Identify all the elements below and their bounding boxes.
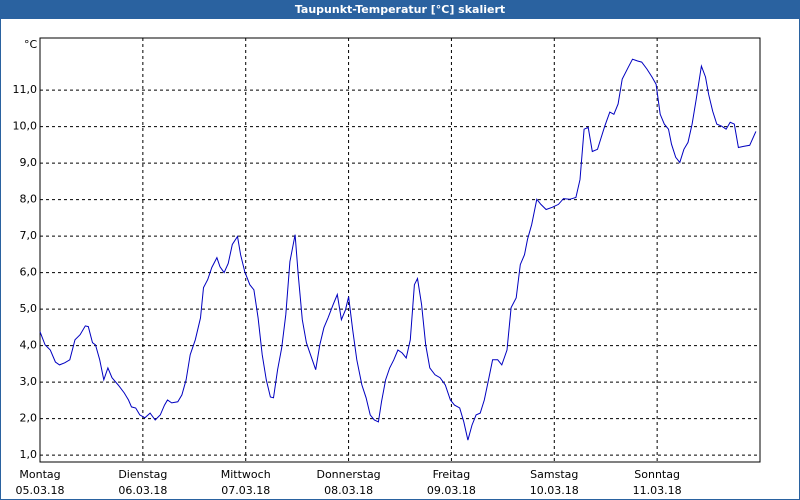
y-tick-label: 2,0 — [20, 412, 38, 425]
x-tick-label: Freitag — [433, 468, 471, 481]
x-tick-date: 08.03.18 — [324, 484, 373, 497]
y-tick-label: 11,0 — [13, 83, 38, 96]
y-tick-label: 4,0 — [20, 339, 38, 352]
plot-frame — [39, 37, 761, 463]
x-tick-label: Donnerstag — [316, 468, 380, 481]
x-tick-label: Dienstag — [118, 468, 167, 481]
x-tick-date: 05.03.18 — [16, 484, 65, 497]
y-tick-label: 5,0 — [20, 302, 38, 315]
y-tick-label: 8,0 — [20, 193, 38, 206]
y-tick-label: 6,0 — [20, 266, 38, 279]
y-axis-label: °C — [24, 38, 38, 51]
y-tick-label: 9,0 — [20, 156, 38, 169]
x-tick-label: Mittwoch — [221, 468, 271, 481]
y-tick-label: 7,0 — [20, 229, 38, 242]
x-tick-label: Samstag — [530, 468, 578, 481]
y-tick-label: 3,0 — [20, 375, 38, 388]
title-bar — [0, 0, 800, 19]
x-tick-date: 06.03.18 — [118, 484, 167, 497]
x-tick-date: 07.03.18 — [221, 484, 270, 497]
chart-title: Taupunkt-Temperatur [°C] skaliert — [295, 3, 505, 16]
data-line — [39, 58, 757, 441]
x-tick-date: 10.03.18 — [530, 484, 579, 497]
x-tick-date: 11.03.18 — [633, 484, 682, 497]
y-tick-label: 10,0 — [13, 120, 38, 133]
y-tick-label: 1,0 — [20, 448, 38, 461]
x-tick-label: Sonntag — [634, 468, 680, 481]
x-tick-label: Montag — [19, 468, 60, 481]
x-tick-date: 09.03.18 — [427, 484, 476, 497]
